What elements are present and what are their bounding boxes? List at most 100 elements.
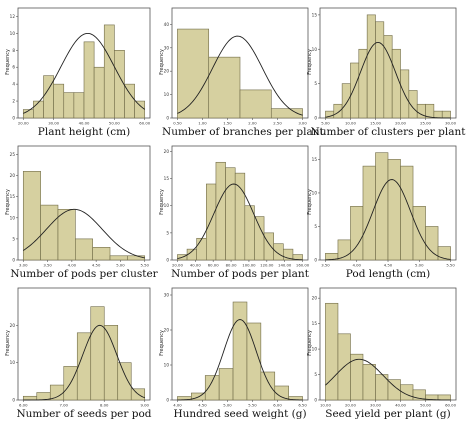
y-tick-label: 0 [314,258,317,263]
histogram-bar [437,394,451,401]
y-tick-label: 12 [10,14,16,19]
x-tick-label: 7.00 [60,403,69,408]
x-tick-label: 5.00 [116,263,125,268]
y-tick-label: 0 [12,398,15,403]
y-tick-label: 4 [12,82,15,87]
histogram-bar [134,100,146,119]
x-tick-label: 100.00 [242,263,256,268]
x-tick-label: 1.50 [223,121,232,126]
x-tick-label: 25.00 [420,121,431,126]
histogram-bar [362,364,376,401]
y-tick-label: 20 [10,323,16,328]
normal-curve [177,35,303,116]
y-tick-label: 10 [164,92,170,97]
y-tick-label: 0 [166,116,169,121]
y-tick-label: 0 [12,116,15,121]
x-tick-label: 2.50 [273,121,282,126]
x-tick-label: 30.00 [445,121,456,126]
normal-curve [23,32,145,114]
x-tick-label: 60.00 [139,121,150,126]
x-tick-label: 4.00 [173,403,182,408]
y-axis-label: Frequency [307,330,313,356]
x-tick-label: 0.50 [173,121,182,126]
x-axis-label: Pod length (cm) [345,268,431,280]
y-tick-label: 6 [12,65,15,70]
y-tick-label: 0 [314,398,317,403]
x-tick-label: 5.50 [248,403,257,408]
y-tick-label: 40 [164,22,170,27]
x-tick-label: 40.00 [190,263,201,268]
x-tick-label: 40.00 [395,403,406,408]
x-tick-label: 6.00 [19,403,28,408]
y-tick-label: 15 [164,176,170,181]
x-axis-label: Hundred seed weight (g) [173,408,307,420]
x-tick-label: 15.00 [370,121,381,126]
y-tick-label: 5 [166,230,169,235]
histogram-bar [292,254,303,261]
x-axis-label: Plant height (cm) [37,126,131,138]
histogram-bar [239,89,272,119]
x-tick-label: 50.00 [109,121,120,126]
x-tick-label: 50.00 [420,403,431,408]
x-tick-label: 6.00 [273,403,282,408]
x-tick-label: 20.00 [395,121,406,126]
histogram-bar [274,385,289,401]
x-axis-label: Number of clusters per plant [310,126,466,138]
x-tick-label: 80.00 [226,263,237,268]
y-tick-label: 5 [314,81,317,86]
x-tick-label: 160.00 [296,263,310,268]
x-tick-label: 8.00 [100,403,109,408]
normal-curve [177,319,303,401]
histogram-bar [246,322,262,401]
x-tick-label: 140.00 [278,263,292,268]
y-tick-label: 0 [166,258,169,263]
histogram-bar [270,108,303,119]
x-tick-label: 2.00 [248,121,257,126]
x-tick-label: 3.50 [321,263,330,268]
x-axis-label: Number of pods per cluster [10,268,158,280]
y-tick-label: 20 [164,328,170,333]
y-tick-label: 15 [312,12,318,17]
y-tick-label: 0 [166,398,169,403]
y-tick-label: 10 [312,47,318,52]
y-tick-label: 0 [12,258,15,263]
x-tick-label: 3.00 [19,263,28,268]
histogram-bar [57,209,76,261]
x-tick-label: 10.00 [320,403,331,408]
x-axis-label: Number of branches per plant [162,126,324,138]
y-tick-label: 15 [312,321,318,326]
x-tick-label: 40.00 [79,121,90,126]
x-tick-label: 3.50 [43,263,52,268]
y-tick-label: 5 [314,372,317,377]
y-tick-label: 20 [164,69,170,74]
y-tick-label: 30 [164,45,170,50]
normal-curve [325,41,451,119]
x-tick-label: 4.00 [352,263,361,268]
x-tick-label: 30.00 [48,121,59,126]
x-tick-label: 10.00 [345,121,356,126]
histogram-bar [325,302,339,401]
normal-curve [325,179,451,261]
x-tick-label: 5.00 [415,263,424,268]
y-tick-label: 15 [10,194,16,199]
x-tick-label: 60.00 [208,263,219,268]
x-tick-label: 20.00 [172,263,183,268]
x-axis-label: Number of seeds per pod [16,408,152,420]
x-tick-label: 5.00 [223,403,232,408]
y-tick-label: 5 [314,224,317,229]
x-tick-label: 4.50 [92,263,101,268]
x-tick-label: 4.50 [198,403,207,408]
normal-curve [23,324,145,401]
y-tick-label: 15 [312,157,318,162]
x-tick-label: 20.00 [345,403,356,408]
y-tick-label: 5 [12,236,15,241]
y-tick-label: 10 [10,360,16,365]
x-axis-label: Seed yield per plant (g) [325,408,451,420]
y-tick-label: 20 [312,296,318,301]
